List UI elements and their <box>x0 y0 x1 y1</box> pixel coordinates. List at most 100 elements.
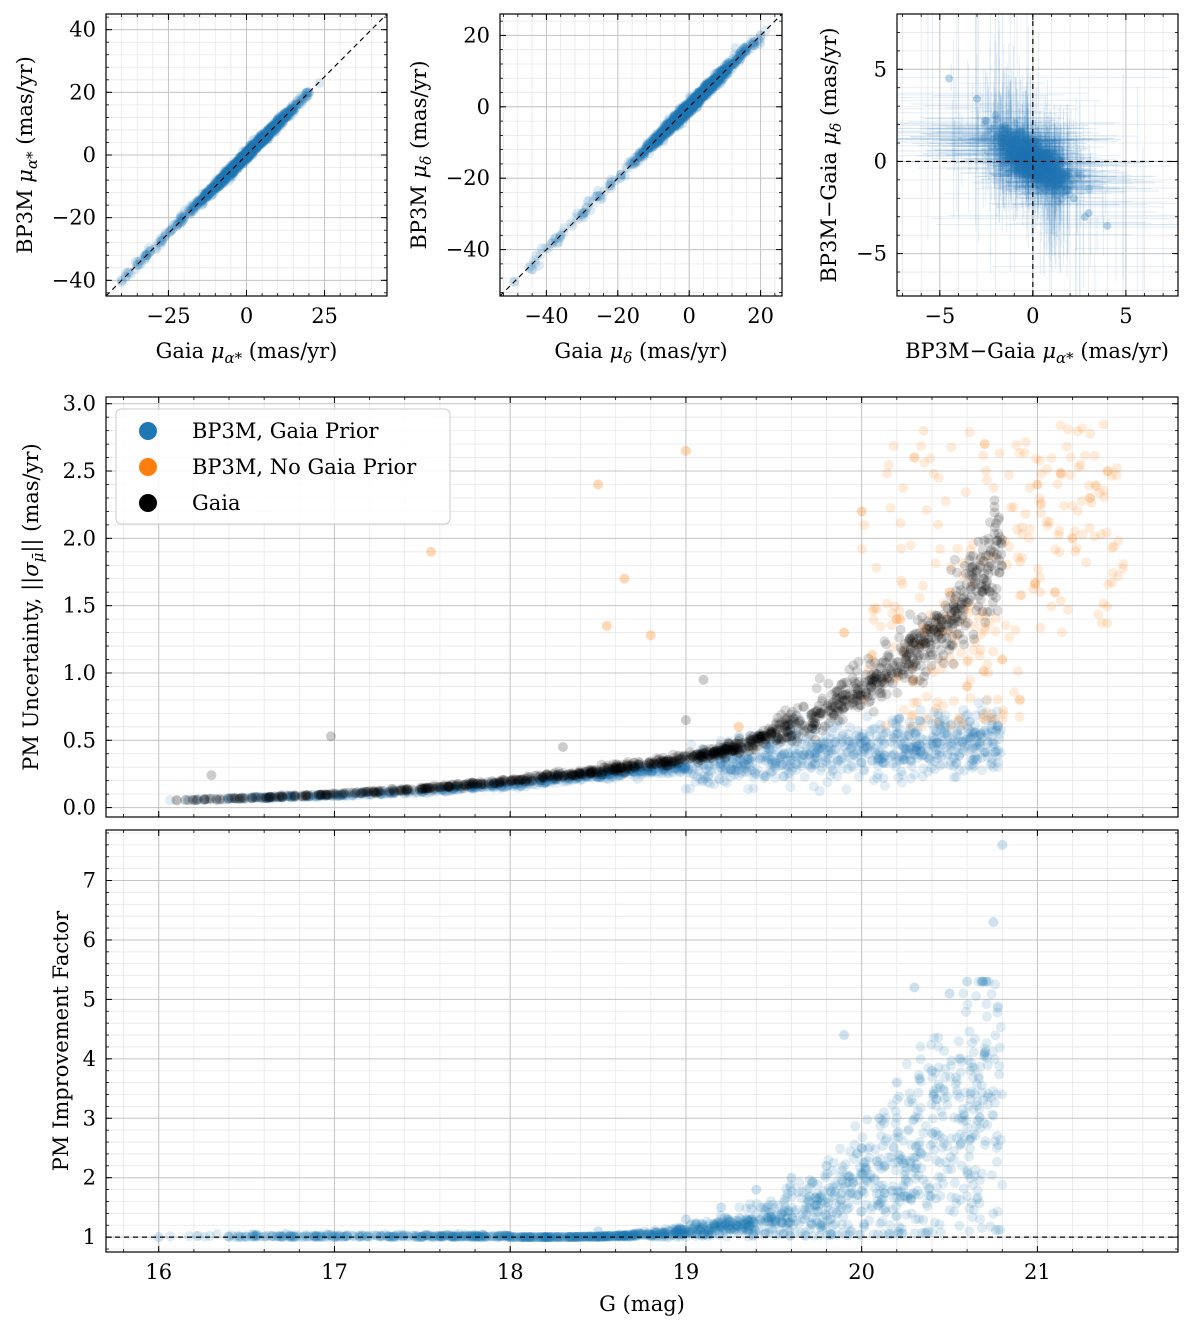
data-point <box>1029 153 1038 162</box>
data-point <box>667 119 678 130</box>
data-point <box>553 237 564 248</box>
data-point <box>279 112 290 123</box>
data-point <box>1019 149 1028 158</box>
data-point <box>243 149 254 160</box>
data-point <box>157 235 168 246</box>
data-point <box>657 126 668 137</box>
data-point <box>258 135 269 146</box>
data-point <box>682 97 693 108</box>
data-point <box>1012 163 1021 172</box>
data-point <box>696 92 707 103</box>
data-point <box>690 93 701 104</box>
data-point <box>239 153 250 164</box>
data-point <box>1058 175 1067 184</box>
data-point <box>701 90 712 101</box>
data-point <box>668 121 679 132</box>
data-point <box>655 131 666 142</box>
data-point <box>224 168 235 179</box>
data-point <box>231 158 242 169</box>
data-point <box>241 152 252 163</box>
data-point <box>658 126 669 137</box>
data-point <box>671 117 682 128</box>
data-point <box>712 76 723 87</box>
data-point <box>219 170 230 181</box>
data-point <box>210 178 221 189</box>
data-point <box>218 175 229 186</box>
data-point <box>677 106 688 117</box>
data-point <box>670 112 681 123</box>
data-point <box>1019 147 1028 156</box>
data-point <box>206 183 217 194</box>
data-point <box>1055 160 1064 169</box>
data-point <box>701 83 712 94</box>
data-point <box>711 76 722 87</box>
data-point <box>669 114 680 125</box>
data-point <box>246 148 257 159</box>
data-point <box>253 140 264 151</box>
data-point <box>693 95 704 106</box>
data-point <box>202 190 213 201</box>
data-point <box>606 174 617 185</box>
data-point <box>655 127 666 138</box>
data-point <box>255 130 266 141</box>
data-point <box>652 131 663 142</box>
data-point <box>721 67 732 78</box>
data-point <box>680 111 691 122</box>
data-point <box>247 143 258 154</box>
data-point <box>261 133 272 144</box>
data-point <box>279 109 290 120</box>
data-point <box>746 35 757 46</box>
data-point <box>235 158 246 169</box>
data-point <box>711 76 722 87</box>
data-point <box>980 116 989 125</box>
data-point <box>222 170 233 181</box>
data-point <box>642 145 653 156</box>
data-point <box>664 119 675 130</box>
data-point <box>692 96 703 107</box>
data-point <box>657 130 668 141</box>
data-point <box>657 125 668 136</box>
data-point <box>655 135 666 146</box>
data-point <box>711 78 722 89</box>
data-point <box>673 115 684 126</box>
data-point <box>668 115 679 126</box>
data-point <box>249 140 260 151</box>
data-point <box>693 89 704 100</box>
data-point <box>271 122 282 133</box>
data-point <box>238 151 249 162</box>
data-point <box>679 109 690 120</box>
data-point <box>277 110 288 121</box>
data-point <box>686 102 697 113</box>
data-point <box>203 189 214 200</box>
data-point <box>667 121 678 132</box>
data-point <box>677 110 688 121</box>
data-point <box>1023 161 1032 170</box>
data-point <box>674 109 685 120</box>
data-point <box>250 139 261 150</box>
data-point <box>615 172 626 183</box>
data-point <box>697 85 708 96</box>
data-point <box>652 137 663 148</box>
data-point <box>270 118 281 129</box>
data-point <box>232 160 243 171</box>
data-point <box>682 101 693 112</box>
data-point <box>197 195 208 206</box>
axes-frame <box>499 13 783 297</box>
data-point <box>679 108 690 119</box>
data-point <box>246 147 257 158</box>
data-point <box>647 135 658 146</box>
data-point <box>668 123 679 134</box>
data-point <box>635 152 646 163</box>
data-point <box>701 81 712 92</box>
data-point <box>236 151 247 162</box>
data-point <box>578 212 589 223</box>
data-point <box>192 196 203 207</box>
data-point <box>1000 147 1009 156</box>
data-point <box>677 110 688 121</box>
data-point <box>271 121 282 132</box>
data-point <box>1037 156 1046 165</box>
reference-line <box>500 14 782 296</box>
data-point <box>691 98 702 109</box>
data-point <box>145 245 156 256</box>
data-point <box>235 153 246 164</box>
